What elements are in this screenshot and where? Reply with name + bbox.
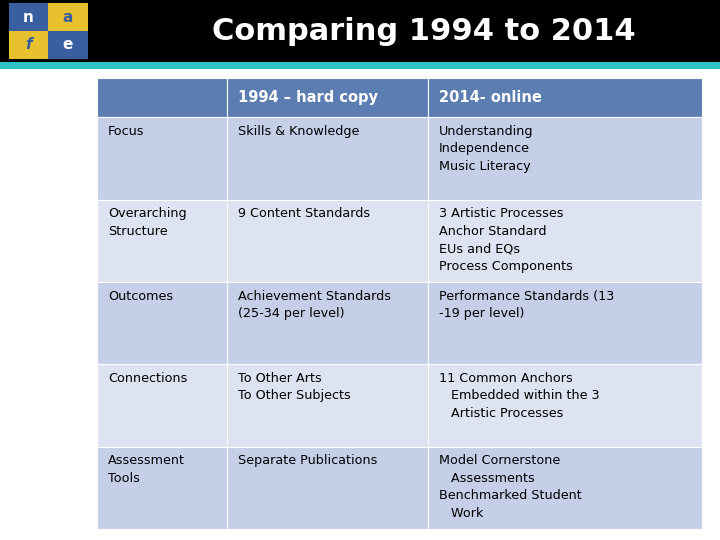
FancyBboxPatch shape xyxy=(97,282,227,364)
Text: Assessment
Tools: Assessment Tools xyxy=(108,454,185,485)
FancyBboxPatch shape xyxy=(97,447,227,529)
Text: Separate Publications: Separate Publications xyxy=(238,454,377,467)
Text: Comparing 1994 to 2014: Comparing 1994 to 2014 xyxy=(212,17,636,45)
Text: f: f xyxy=(25,37,32,52)
Text: 3 Artistic Processes
Anchor Standard
EUs and EQs
Process Components: 3 Artistic Processes Anchor Standard EUs… xyxy=(439,207,573,273)
FancyBboxPatch shape xyxy=(48,31,88,59)
FancyBboxPatch shape xyxy=(428,447,702,529)
FancyBboxPatch shape xyxy=(227,200,428,282)
FancyBboxPatch shape xyxy=(227,282,428,364)
FancyBboxPatch shape xyxy=(227,78,428,117)
FancyBboxPatch shape xyxy=(428,200,702,282)
FancyBboxPatch shape xyxy=(227,447,428,529)
FancyBboxPatch shape xyxy=(0,62,720,69)
FancyBboxPatch shape xyxy=(97,117,227,200)
FancyBboxPatch shape xyxy=(97,200,227,282)
Text: Focus: Focus xyxy=(108,125,145,138)
Text: n: n xyxy=(23,10,34,25)
FancyBboxPatch shape xyxy=(9,31,48,59)
FancyBboxPatch shape xyxy=(428,78,702,117)
FancyBboxPatch shape xyxy=(428,117,702,200)
Text: e: e xyxy=(63,37,73,52)
Text: Overarching
Structure: Overarching Structure xyxy=(108,207,186,238)
Text: 9 Content Standards: 9 Content Standards xyxy=(238,207,370,220)
Text: Skills & Knowledge: Skills & Knowledge xyxy=(238,125,359,138)
Text: 11 Common Anchors
   Embedded within the 3
   Artistic Processes: 11 Common Anchors Embedded within the 3 … xyxy=(439,372,600,420)
FancyBboxPatch shape xyxy=(428,282,702,364)
FancyBboxPatch shape xyxy=(0,0,720,62)
Text: Model Cornerstone
   Assessments
Benchmarked Student
   Work: Model Cornerstone Assessments Benchmarke… xyxy=(439,454,582,520)
Text: Achievement Standards
(25-34 per level): Achievement Standards (25-34 per level) xyxy=(238,289,391,320)
FancyBboxPatch shape xyxy=(428,364,702,447)
FancyBboxPatch shape xyxy=(9,3,48,31)
Text: 1994 – hard copy: 1994 – hard copy xyxy=(238,90,377,105)
FancyBboxPatch shape xyxy=(227,364,428,447)
Text: Outcomes: Outcomes xyxy=(108,289,173,302)
Text: 2014- online: 2014- online xyxy=(439,90,542,105)
FancyBboxPatch shape xyxy=(48,3,88,31)
Text: Performance Standards (13
-19 per level): Performance Standards (13 -19 per level) xyxy=(439,289,615,320)
FancyBboxPatch shape xyxy=(227,117,428,200)
Text: Connections: Connections xyxy=(108,372,187,385)
Text: Understanding
Independence
Music Literacy: Understanding Independence Music Literac… xyxy=(439,125,534,173)
FancyBboxPatch shape xyxy=(97,78,227,117)
Text: To Other Arts
To Other Subjects: To Other Arts To Other Subjects xyxy=(238,372,351,402)
FancyBboxPatch shape xyxy=(97,364,227,447)
Text: a: a xyxy=(63,10,73,25)
